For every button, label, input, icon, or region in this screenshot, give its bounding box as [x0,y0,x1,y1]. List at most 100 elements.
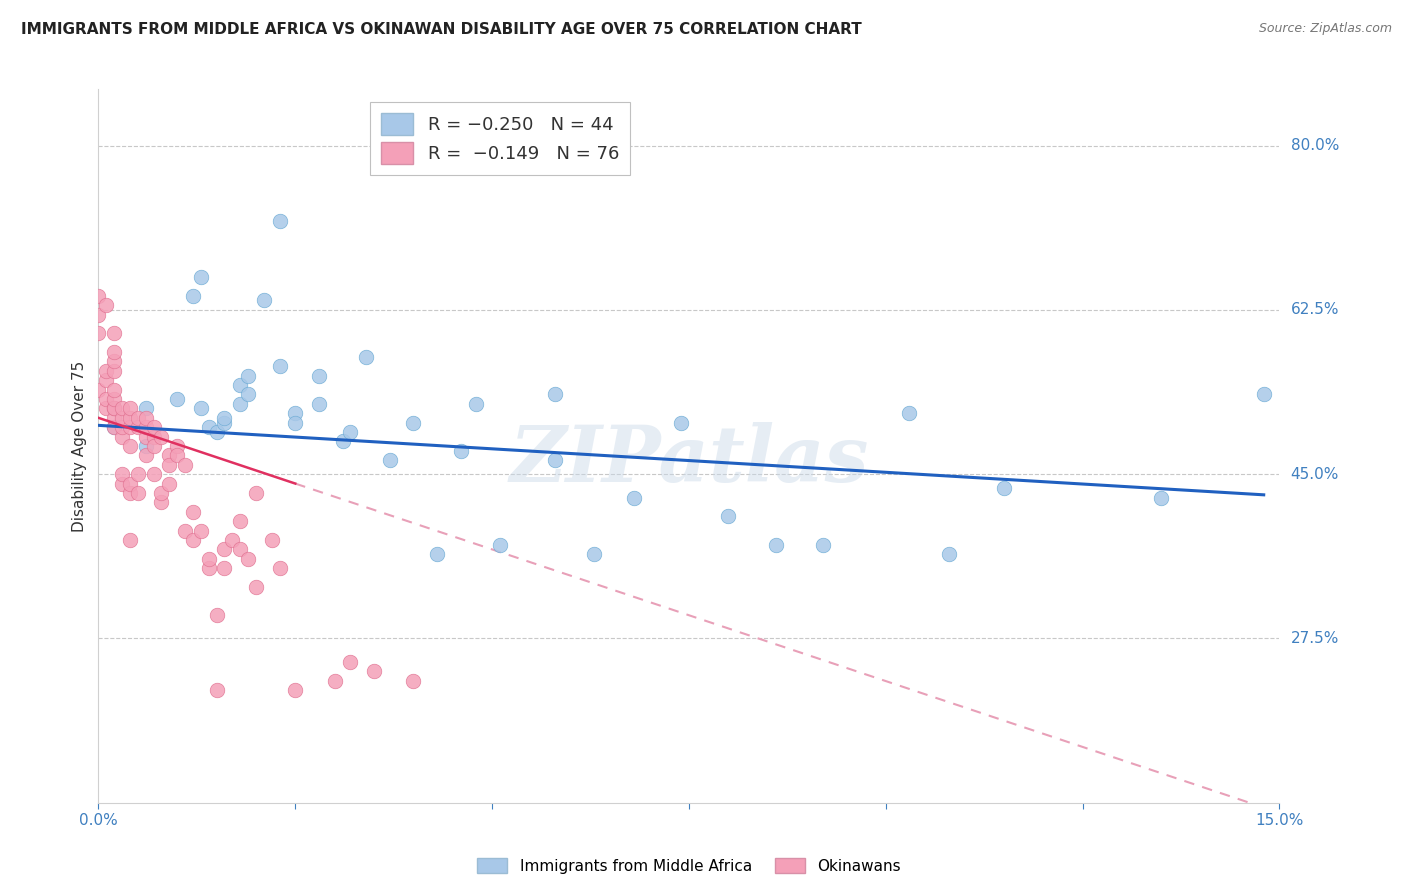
Point [1150,491,1173,505]
Point [236,551,259,566]
Point [96,298,118,312]
Point [229,542,252,557]
Point [402,416,425,430]
Point [1253,387,1275,401]
Point [142,429,165,443]
Text: 80.0%: 80.0% [1291,138,1339,153]
Point [284,683,307,698]
Point [103,392,125,406]
Point [197,420,219,434]
Point [157,476,180,491]
Point [103,401,125,416]
Point [544,387,567,401]
Legend: R = −0.250   N = 44, R =  −0.149   N = 76: R = −0.250 N = 44, R = −0.149 N = 76 [370,102,630,175]
Point [96,401,118,416]
Point [142,420,165,434]
Point [118,401,141,416]
Point [269,213,291,227]
Point [765,538,787,552]
Point [127,486,149,500]
Point [197,551,219,566]
Point [284,416,307,430]
Point [103,410,125,425]
Point [197,561,219,575]
Text: ZIPatlas: ZIPatlas [509,422,869,499]
Point [135,401,157,416]
Point [87,308,110,322]
Point [127,420,149,434]
Text: 62.5%: 62.5% [1291,302,1339,318]
Point [111,476,134,491]
Point [103,383,125,397]
Point [190,524,212,538]
Point [269,359,291,374]
Point [465,397,488,411]
Point [142,467,165,482]
Point [221,533,243,547]
Point [229,378,252,392]
Point [811,538,834,552]
Point [229,514,252,528]
Text: IMMIGRANTS FROM MIDDLE AFRICA VS OKINAWAN DISABILITY AGE OVER 75 CORRELATION CHA: IMMIGRANTS FROM MIDDLE AFRICA VS OKINAWA… [21,22,862,37]
Point [229,397,252,411]
Point [135,439,157,453]
Point [339,655,361,669]
Point [103,364,125,378]
Point [205,607,228,622]
Point [166,449,188,463]
Point [308,368,330,383]
Text: 45.0%: 45.0% [1291,467,1339,482]
Point [205,425,228,439]
Point [190,401,212,416]
Point [450,443,472,458]
Point [214,410,236,425]
Point [118,420,141,434]
Point [111,401,134,416]
Point [489,538,512,552]
Point [669,416,692,430]
Point [245,580,267,594]
Point [87,289,110,303]
Point [111,429,134,443]
Point [236,387,259,401]
Point [363,665,385,679]
Point [190,270,212,285]
Point [118,486,141,500]
Point [118,476,141,491]
Point [181,533,204,547]
Point [323,673,346,688]
Point [583,547,606,561]
Point [339,425,361,439]
Point [166,439,188,453]
Point [245,486,267,500]
Point [127,410,149,425]
Point [103,401,125,416]
Point [96,392,118,406]
Text: Source: ZipAtlas.com: Source: ZipAtlas.com [1258,22,1392,36]
Point [103,345,125,359]
Point [87,326,110,341]
Y-axis label: Disability Age Over 75: Disability Age Over 75 [72,360,87,532]
Point [174,458,197,472]
Point [150,486,173,500]
Point [87,383,110,397]
Point [135,429,157,443]
Point [544,453,567,467]
Point [214,416,236,430]
Point [354,350,377,364]
Point [236,368,259,383]
Point [623,491,645,505]
Point [157,449,180,463]
Point [111,467,134,482]
Point [898,406,921,420]
Point [308,397,330,411]
Point [103,420,125,434]
Point [260,533,283,547]
Point [118,410,141,425]
Legend: Immigrants from Middle Africa, Okinawans: Immigrants from Middle Africa, Okinawans [471,852,907,880]
Point [284,406,307,420]
Point [150,429,173,443]
Point [135,449,157,463]
Point [96,364,118,378]
Point [111,420,134,434]
